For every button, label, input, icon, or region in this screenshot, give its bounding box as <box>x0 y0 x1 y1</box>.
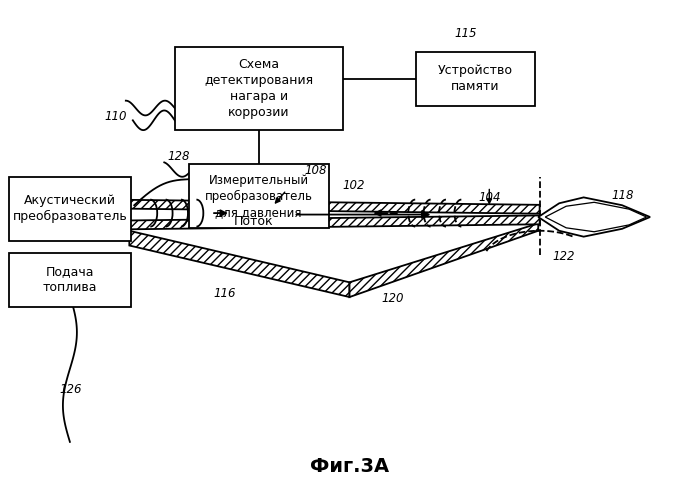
Bar <box>9 253 131 307</box>
Text: 108: 108 <box>304 164 326 177</box>
Polygon shape <box>129 231 350 297</box>
Text: Подача
топлива: Подача топлива <box>43 265 97 295</box>
Polygon shape <box>350 223 538 297</box>
Polygon shape <box>129 216 540 229</box>
Text: 118: 118 <box>612 189 634 202</box>
Text: Устройство
памяти: Устройство памяти <box>438 64 513 93</box>
Text: Фиг.3А: Фиг.3А <box>310 457 389 476</box>
Bar <box>416 52 535 106</box>
Bar <box>189 164 329 228</box>
Text: 110: 110 <box>105 110 127 123</box>
Text: 128: 128 <box>168 150 190 163</box>
Text: Поток: Поток <box>234 216 274 228</box>
Text: 120: 120 <box>381 292 403 305</box>
Text: Акустический
преобразователь: Акустический преобразователь <box>13 194 127 223</box>
Text: 116: 116 <box>213 287 236 300</box>
Text: Измерительный
преобразователь
для давления: Измерительный преобразователь для давлен… <box>205 174 312 219</box>
Bar <box>175 47 343 130</box>
Text: 126: 126 <box>59 383 82 396</box>
Polygon shape <box>129 209 540 220</box>
Text: 104: 104 <box>479 191 501 204</box>
Text: 102: 102 <box>343 179 365 192</box>
Polygon shape <box>129 200 540 214</box>
Bar <box>9 177 131 241</box>
Text: 115: 115 <box>454 27 477 40</box>
Polygon shape <box>538 197 650 237</box>
Text: 122: 122 <box>552 250 575 263</box>
Text: Схема
детектирования
нагара и
коррозии: Схема детектирования нагара и коррозии <box>204 58 313 119</box>
